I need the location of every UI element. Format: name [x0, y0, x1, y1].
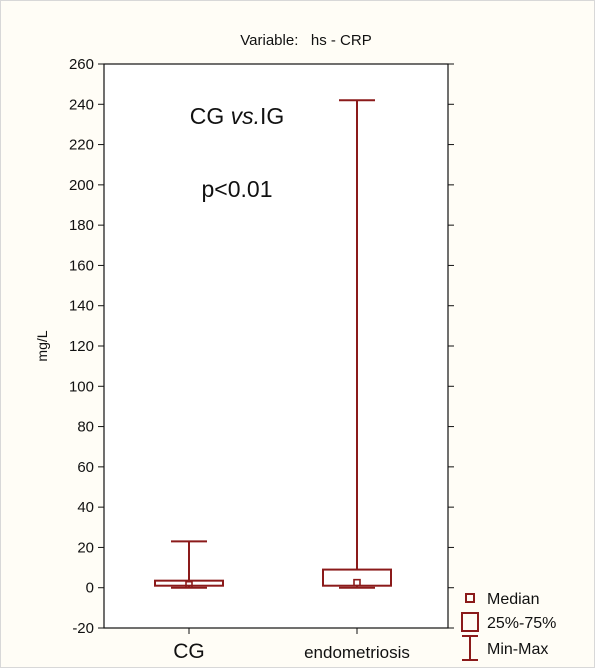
- y-tick-label: 100: [69, 378, 94, 395]
- legend-label: Median: [487, 591, 539, 608]
- x-category-label: endometriosis: [304, 643, 410, 662]
- plot-area: [103, 63, 449, 629]
- y-tick-label: 180: [69, 217, 94, 234]
- pvalue-annotation: p<0.01: [202, 176, 273, 202]
- y-tick-label: 80: [77, 419, 94, 436]
- legend-box-symbol: [461, 612, 479, 632]
- y-tick-label: -20: [72, 620, 94, 637]
- legend-label: 25%-75%: [487, 615, 556, 632]
- y-tick-label: 60: [77, 459, 94, 476]
- median-marker: [353, 578, 361, 587]
- comparison-italic: vs.: [231, 103, 260, 129]
- iqr-box: [154, 579, 224, 587]
- y-tick-label: 260: [69, 56, 94, 73]
- y-tick-label: 240: [69, 96, 94, 113]
- boxes-group: [154, 99, 392, 634]
- y-axis-title: mg/L: [34, 330, 50, 361]
- y-tick-label: 200: [69, 177, 94, 194]
- y-axis: -20 0 20 40 60 80 100 120 140 160 180 200 220 240 260: [69, 56, 454, 637]
- comparison-annotation: CG vs.IG: [190, 103, 285, 129]
- y-tick-label: 0: [86, 580, 94, 597]
- x-category-label: CG: [173, 640, 205, 663]
- y-tick-label: 140: [69, 298, 94, 315]
- y-tick-label: 40: [77, 499, 94, 516]
- legend-median-symbol: [465, 593, 475, 603]
- y-tick-label: 220: [69, 137, 94, 154]
- median-marker: [185, 580, 193, 589]
- y-tick-label: 20: [77, 539, 94, 556]
- comparison-suffix: IG: [260, 103, 284, 129]
- y-tick-label: 160: [69, 257, 94, 274]
- chart-title: Variable: hs - CRP: [240, 32, 371, 49]
- legend-label: Min-Max: [487, 641, 548, 658]
- x-axis-labels: CG endometriosis: [173, 640, 410, 663]
- y-tick-label: 120: [69, 338, 94, 355]
- comparison-prefix: CG: [190, 103, 231, 129]
- legend: Median 25%-75% Min-Max: [461, 591, 556, 661]
